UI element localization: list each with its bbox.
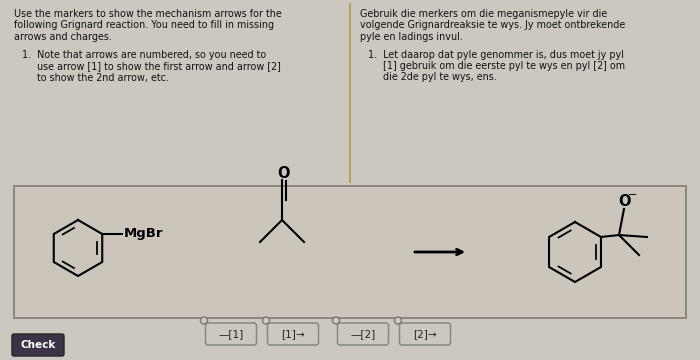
Text: O: O (619, 194, 631, 208)
Text: die 2de pyl te wys, ens.: die 2de pyl te wys, ens. (368, 72, 497, 82)
Text: 1.  Note that arrows are numbered, so you need to: 1. Note that arrows are numbered, so you… (22, 49, 266, 59)
Text: pyle en ladings invul.: pyle en ladings invul. (360, 32, 463, 42)
Text: volgende Grignardreaksie te wys. Jy moet ontbrekende: volgende Grignardreaksie te wys. Jy moet… (360, 21, 625, 31)
Text: —[2]: —[2] (351, 329, 376, 339)
Text: to show the 2nd arrow, etc.: to show the 2nd arrow, etc. (22, 72, 169, 82)
FancyBboxPatch shape (400, 323, 451, 345)
Text: [1] gebruik om die eerste pyl te wys en pyl [2] om: [1] gebruik om die eerste pyl te wys en … (368, 61, 625, 71)
Text: 1.  Let daarop dat pyle genommer is, dus moet jy pyl: 1. Let daarop dat pyle genommer is, dus … (368, 49, 624, 59)
Text: arrows and charges.: arrows and charges. (14, 32, 112, 42)
Text: −: − (629, 190, 638, 200)
Bar (14, 186, 686, 318)
FancyBboxPatch shape (12, 334, 64, 356)
Circle shape (262, 317, 270, 324)
Circle shape (395, 317, 402, 324)
Text: following Grignard reaction. You need to fill in missing: following Grignard reaction. You need to… (14, 21, 274, 31)
FancyBboxPatch shape (337, 323, 388, 345)
Text: MgBr: MgBr (124, 226, 164, 239)
Text: Check: Check (20, 340, 56, 350)
Circle shape (332, 317, 340, 324)
Text: O: O (277, 166, 290, 180)
FancyBboxPatch shape (267, 323, 318, 345)
Text: [1]→: [1]→ (281, 329, 304, 339)
Text: use arrow [1] to show the first arrow and arrow [2]: use arrow [1] to show the first arrow an… (22, 61, 281, 71)
Text: Gebruik die merkers om die meganismepyle vir die: Gebruik die merkers om die meganismepyle… (360, 9, 608, 19)
FancyBboxPatch shape (206, 323, 256, 345)
Text: Use the markers to show the mechanism arrows for the: Use the markers to show the mechanism ar… (14, 9, 281, 19)
Text: —[1]: —[1] (218, 329, 244, 339)
Circle shape (200, 317, 207, 324)
Text: [2]→: [2]→ (413, 329, 437, 339)
